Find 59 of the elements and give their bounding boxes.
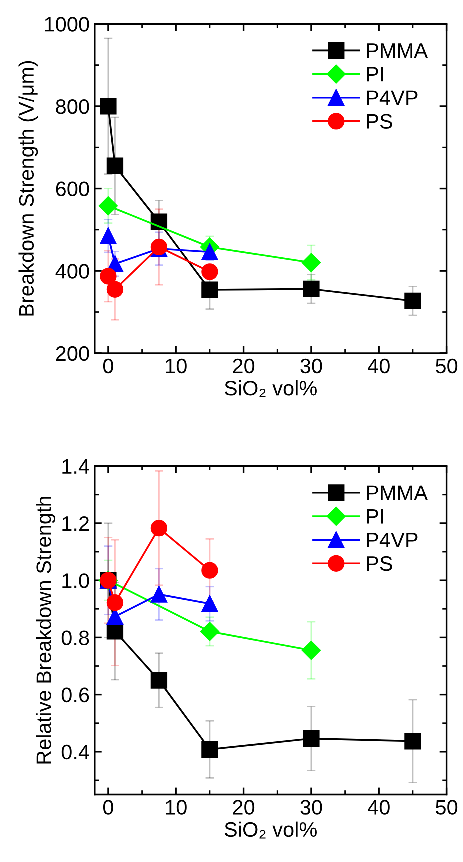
x-tick-label: 40 <box>368 800 390 815</box>
legend-label: PI <box>367 67 384 82</box>
point <box>106 623 124 640</box>
legend-label: P4VP <box>367 533 418 548</box>
point <box>150 520 168 537</box>
legend-label: PMMA <box>367 486 428 500</box>
y-tick-label: 800 <box>56 99 90 114</box>
x-tick-label: 50 <box>436 358 458 374</box>
y-tick-label: 0.6 <box>62 688 90 703</box>
y-axis-title: Breakdown Strength (V/μm) <box>18 61 38 316</box>
x-axis-title: SiO₂ vol% <box>224 822 317 839</box>
x-axis-title: SiO₂ vol% <box>224 380 317 398</box>
y-tick-label: 0.4 <box>62 744 90 760</box>
legend-label: P4VP <box>367 90 418 106</box>
point <box>202 282 218 298</box>
point <box>100 268 117 285</box>
y-axis-title: Relative Breakdown Strength <box>36 496 56 764</box>
point <box>150 586 168 603</box>
y-tick-label: 400 <box>56 264 90 279</box>
x-tick-label: 40 <box>368 358 390 374</box>
y-tick-label: 200 <box>56 346 90 362</box>
legend-label: PS <box>367 556 392 572</box>
y-tick-label: 0.8 <box>62 630 90 646</box>
x-tick-label: 20 <box>233 800 255 815</box>
point <box>100 98 117 115</box>
point <box>202 562 218 579</box>
point <box>106 594 124 612</box>
x-tick-label: 50 <box>436 800 458 815</box>
point <box>106 281 124 298</box>
x-tick-label: 0 <box>103 800 114 815</box>
point <box>98 196 118 216</box>
legend-label: PS <box>367 114 392 129</box>
y-tick-label: 1.0 <box>62 574 90 588</box>
point <box>202 264 218 280</box>
point <box>303 280 320 298</box>
point <box>404 733 422 750</box>
x-tick-label: 10 <box>166 358 187 374</box>
point <box>106 158 124 174</box>
point <box>404 292 422 310</box>
point <box>303 730 320 748</box>
y-tick-label: 600 <box>56 182 90 197</box>
x-tick-label: 30 <box>300 358 322 374</box>
y-tick-label: 1.4 <box>62 460 90 474</box>
x-tick-label: 30 <box>300 800 322 815</box>
point <box>302 641 321 660</box>
x-tick-label: 10 <box>166 800 187 815</box>
point <box>202 244 218 260</box>
point <box>200 622 220 642</box>
x-tick-label: 0 <box>103 358 114 374</box>
y-tick-label: 1000 <box>45 17 90 32</box>
point <box>202 741 218 758</box>
point <box>202 596 218 612</box>
point <box>150 672 168 689</box>
point <box>302 253 321 272</box>
x-tick-label: 20 <box>233 358 255 374</box>
point <box>100 228 117 244</box>
y-tick-label: 1.2 <box>62 516 90 532</box>
legend-label: PMMA <box>367 44 428 58</box>
legend-label: PI <box>367 509 384 524</box>
